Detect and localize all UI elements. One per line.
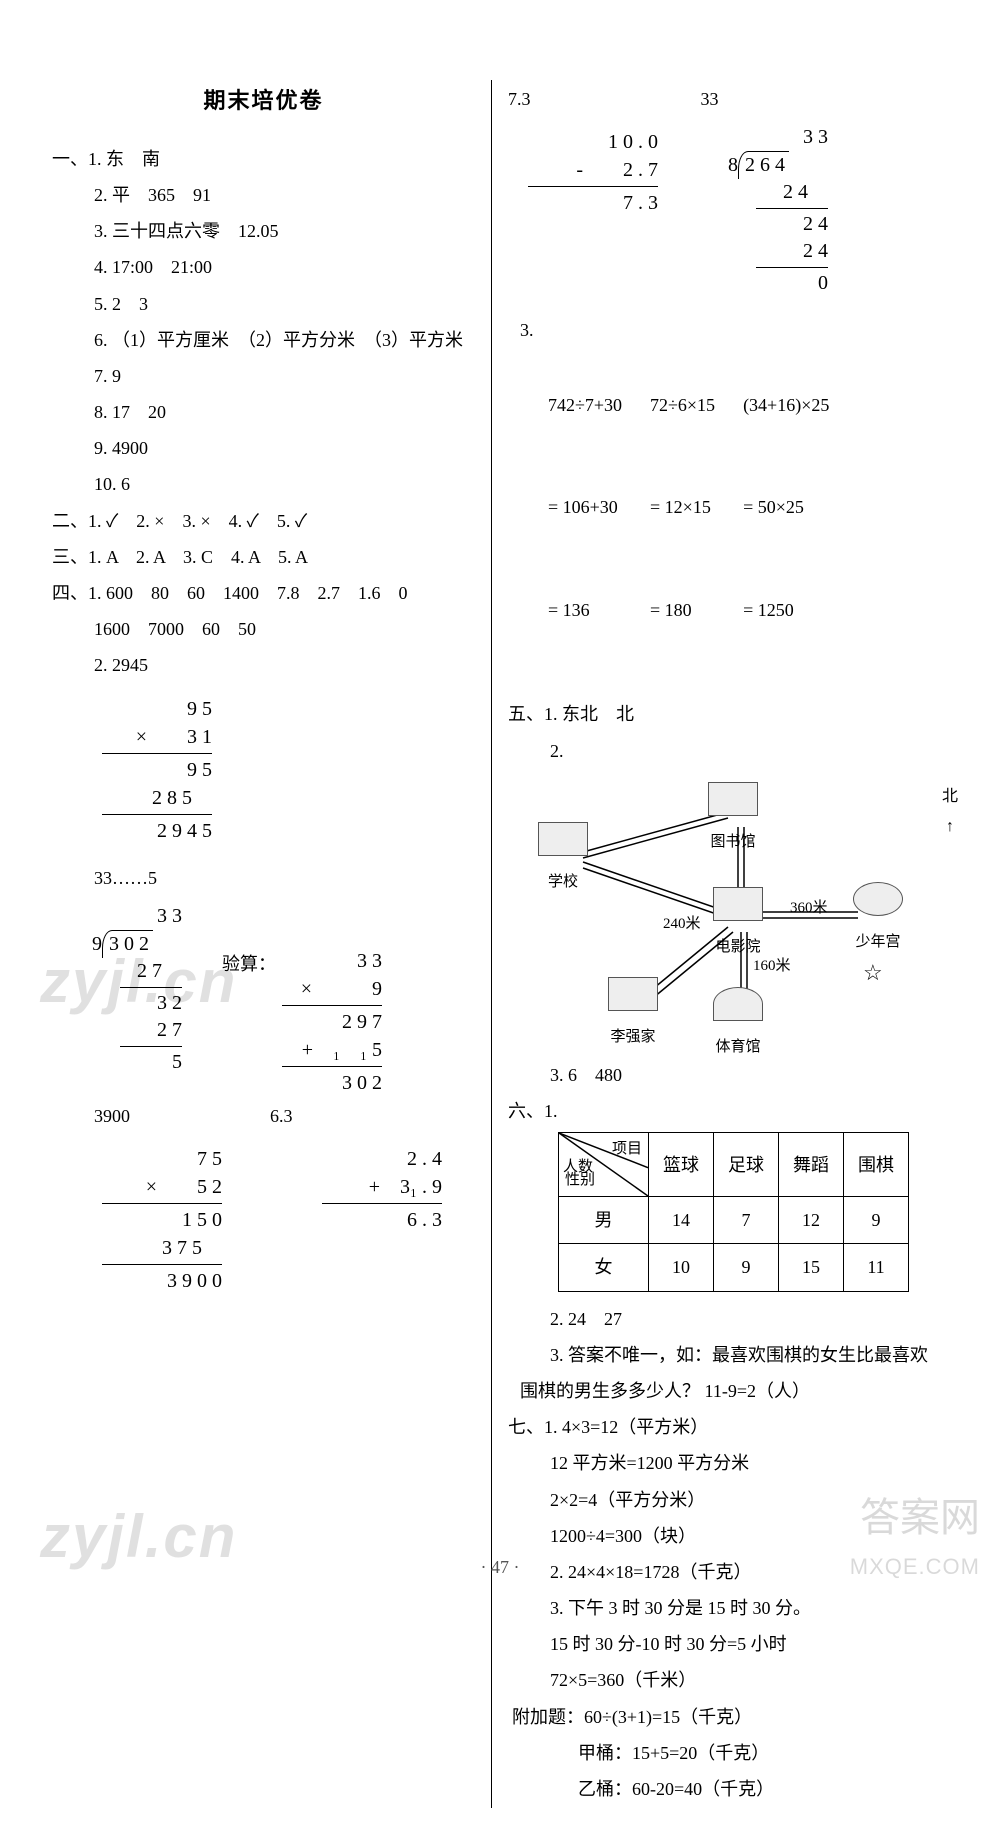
section-4-l1: 四、1. 600 80 60 1400 7.8 2.7 1.6 0 bbox=[52, 576, 475, 610]
long-division-264-8: 3 3 82 6 4 2 4 2 4 2 4 0 bbox=[728, 124, 828, 297]
s1-item: 8. 17 20 bbox=[52, 395, 475, 429]
multiplication-75x52: 7 5 × 5 2 1 5 0 3 7 5 3 9 0 0 bbox=[102, 1145, 222, 1295]
gym-icon bbox=[713, 987, 763, 1021]
compass: 北↑ bbox=[942, 782, 958, 843]
section-7: 七、1. 4×3=12（平方米） bbox=[508, 1410, 948, 1444]
table-row: 女 10 9 15 11 bbox=[559, 1244, 909, 1291]
long-division-302-9: 3 3 93 0 2 2 7 3 2 2 7 5 bbox=[92, 903, 182, 1076]
arrow-up-icon: ↑ bbox=[946, 818, 954, 835]
bonus-3: 乙桶：60-20=40（千克） bbox=[508, 1772, 948, 1806]
s1-item: 2. 平 365 91 bbox=[52, 178, 475, 212]
sports-table: 项目 人数 性别 篮球 足球 舞蹈 围棋 男 14 7 12 9 女 10 9 bbox=[558, 1132, 909, 1291]
map-diagram: 学校 图书馆 电影院 少年宫 李强家 体育馆 240米 360米 160米 北↑… bbox=[528, 772, 948, 1052]
s7-line: 12 平方米=1200 平方分米 bbox=[508, 1446, 948, 1480]
school-icon bbox=[538, 822, 588, 856]
result-row: 39006.3 bbox=[52, 1099, 475, 1133]
addition-2.4+3.9: 2 . 4 + 3₁ . 9 6 . 3 bbox=[322, 1145, 442, 1234]
section-6: 六、1. bbox=[508, 1094, 948, 1128]
distance-360: 360米 bbox=[790, 894, 828, 923]
s7-line: 1200÷4=300（块） bbox=[508, 1519, 948, 1553]
bonus-2: 甲桶：15+5=20（千克） bbox=[508, 1736, 948, 1770]
section-4-l2: 2. 2945 bbox=[52, 648, 475, 682]
remainder-33-5: 33……5 bbox=[52, 861, 475, 895]
diagonal-header: 项目 人数 性别 bbox=[559, 1133, 649, 1197]
star-icon: ☆ bbox=[863, 952, 883, 994]
cinema-icon bbox=[713, 887, 763, 921]
section-5-3: 3. 6 480 bbox=[508, 1058, 948, 1092]
s1-item: 4. 17:00 21:00 bbox=[52, 250, 475, 284]
s7-line: 3. 下午 3 时 30 分是 15 时 30 分。 bbox=[508, 1591, 948, 1625]
bonus-1: 附加题：60÷(3+1)=15（千克） bbox=[508, 1700, 948, 1734]
col-header: 篮球 bbox=[649, 1133, 714, 1197]
col-header: 舞蹈 bbox=[779, 1133, 844, 1197]
liqiang-icon bbox=[608, 977, 658, 1011]
s1-item: 6. （1）平方厘米 （2）平方分米 （3）平方米 bbox=[52, 323, 475, 357]
s1-item: 3. 三十四点六零 12.05 bbox=[52, 214, 475, 248]
s1-item: 10. 6 bbox=[52, 467, 475, 501]
library-icon bbox=[708, 782, 758, 816]
section-1-header: 一、1. 东 南 bbox=[52, 142, 475, 176]
col-header: 足球 bbox=[714, 1133, 779, 1197]
section-4-l1b: 1600 7000 60 50 bbox=[52, 612, 475, 646]
s6-3b: 围棋的男生多多少人？ 11-9=2（人） bbox=[508, 1374, 948, 1408]
mult2-add1-row: 7 5 × 5 2 1 5 0 3 7 5 3 9 0 0 2 . 4 + 3₁… bbox=[52, 1135, 475, 1309]
palace-icon bbox=[853, 882, 903, 916]
page-number: · 47 · bbox=[0, 1550, 1000, 1584]
three-equations: 742÷7+30 = 106+30 = 136 72÷6×15 = 12×15 … bbox=[548, 319, 948, 695]
s7-line: 15 时 30 分-10 时 30 分=5 小时 bbox=[508, 1627, 948, 1661]
check-block: 验算： 3 3 × 9 2 9 7 + ₁ ₁ 5 3 0 2 bbox=[222, 897, 382, 1097]
s1-item: 7. 9 bbox=[52, 359, 475, 393]
distance-240: 240米 bbox=[663, 910, 701, 939]
s7-line: 72×5=360（千米） bbox=[508, 1663, 948, 1697]
s7-line: 2×2=4（平方分米） bbox=[508, 1483, 948, 1517]
top-results: 7.333 bbox=[508, 82, 948, 116]
page-title: 期末培优卷 bbox=[52, 80, 475, 122]
section-5: 五、1. 东北 北 bbox=[508, 697, 948, 731]
multiplication-95x31: 9 5 × 3 1 9 5 2 8 5 2 9 4 5 bbox=[102, 695, 212, 845]
col-header: 围棋 bbox=[844, 1133, 909, 1197]
s1-item: 5. 2 3 bbox=[52, 287, 475, 321]
table-row: 男 14 7 12 9 bbox=[559, 1197, 909, 1244]
section-2: 二、1. ✓ 2. × 3. × 4. ✓ 5. ✓ bbox=[52, 504, 475, 538]
s1-item: 9. 4900 bbox=[52, 431, 475, 465]
distance-160: 160米 bbox=[753, 952, 791, 981]
section-3: 三、1. A 2. A 3. C 4. A 5. A bbox=[52, 540, 475, 574]
s6-3a: 3. 答案不唯一，如：最喜欢围棋的女生比最喜欢 bbox=[508, 1338, 948, 1372]
subtraction-10.0-2.7: 1 0 . 0 - 2 . 7 7 . 3 bbox=[528, 128, 658, 217]
s6-2: 2. 24 27 bbox=[508, 1302, 948, 1336]
sub-and-div-row: 1 0 . 0 - 2 . 7 7 . 3 3 3 82 6 4 2 4 2 4… bbox=[508, 118, 948, 311]
section-5-2: 2. bbox=[508, 734, 948, 768]
division-and-check-row: 3 3 93 0 2 2 7 3 2 2 7 5 验算： 3 3 × 9 2 9… bbox=[52, 897, 475, 1097]
check-label: 验算： bbox=[222, 947, 276, 1097]
